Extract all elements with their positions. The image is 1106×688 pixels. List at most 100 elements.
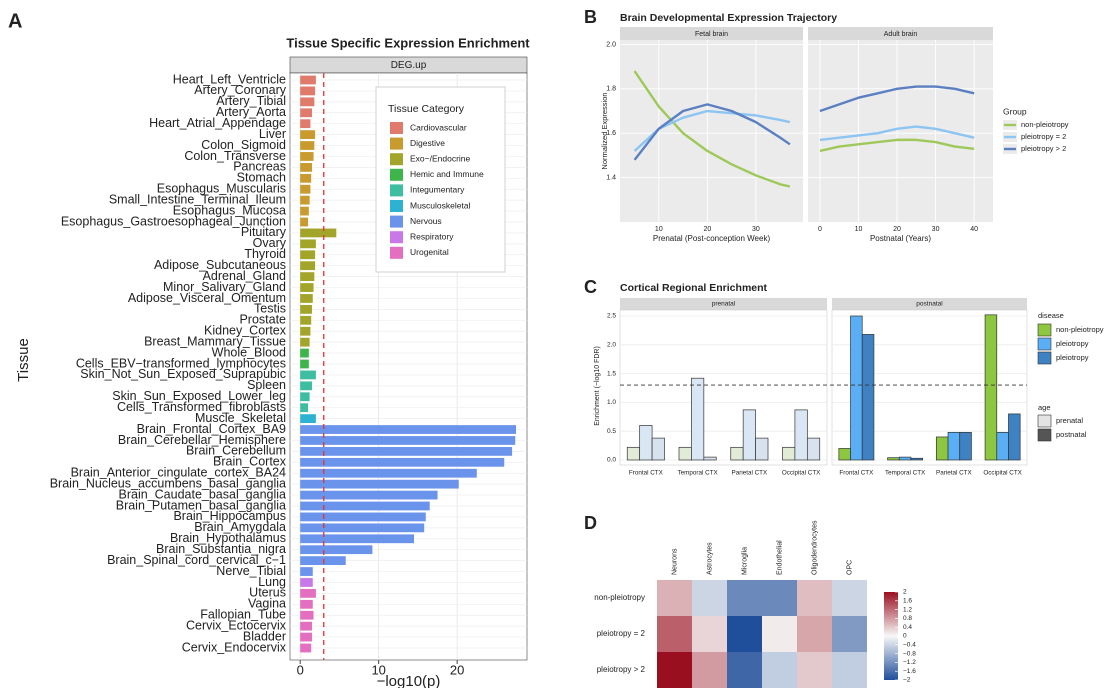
bar: [300, 545, 373, 555]
column-label: OPC: [846, 560, 853, 575]
legend-title: Group: [1003, 106, 1027, 116]
x-tick-label: 20: [450, 662, 464, 677]
bar: [887, 457, 900, 461]
legend-label: postnatal: [1056, 430, 1087, 439]
chart-title: Cortical Regional Enrichment: [620, 282, 768, 294]
y-tick-label: Heart_Left_Ventricle: [173, 72, 286, 86]
y-tick-label: 1.4: [606, 174, 616, 181]
bar: [678, 446, 692, 461]
bar: [300, 523, 425, 533]
y-tick-label: Adipose_Subcutaneous: [154, 258, 286, 272]
legend-swatch: [390, 184, 403, 197]
bar: [300, 315, 312, 325]
bar: [984, 314, 998, 461]
bar: [300, 392, 310, 402]
y-tick-label: Esophagus_Mucosa: [173, 203, 286, 217]
legend-label: Urogenital: [410, 247, 449, 257]
heat-cell: [832, 616, 867, 652]
facet-strip: [620, 298, 827, 310]
y-tick-label: Fallopian_Tube: [200, 608, 286, 622]
y-tick-label: Brain_Amygdala: [194, 520, 286, 534]
y-tick-label: 1.6: [606, 130, 616, 137]
panel-letter: A: [8, 10, 22, 32]
bar: [861, 334, 875, 461]
legend-label: Respiratory: [410, 231, 454, 241]
x-tick-label: 40: [970, 226, 978, 233]
legend-label: prenatal: [1056, 416, 1083, 425]
y-tick-label: 1.5: [607, 370, 616, 377]
bar: [1008, 413, 1021, 461]
plot-panel: [808, 40, 993, 222]
chart-title: Tissue Specific Expression Enrichment: [286, 35, 530, 50]
legend-label: Integumentary: [410, 185, 465, 195]
facet-label: postnatal: [916, 301, 943, 308]
trend-line: [633, 70, 791, 188]
heat-cell: [832, 652, 867, 688]
row-label: pleiotropy > 2: [597, 665, 646, 674]
bar: [300, 599, 313, 609]
y-tick-label: 2.0: [607, 342, 616, 349]
legend-swatch: [1037, 351, 1052, 365]
legend-swatch: [390, 246, 403, 259]
trend-line: [633, 103, 791, 161]
bar: [300, 184, 311, 194]
legend-label: Hemic and Immune: [410, 169, 484, 179]
bar: [755, 437, 769, 461]
bar: [300, 162, 312, 172]
legend-label: Cardiovascular: [410, 122, 467, 132]
bar: [300, 621, 312, 631]
y-tick-label: Colon_Transverse: [184, 149, 286, 163]
row-label: pleiotropy = 2: [597, 629, 646, 638]
bar: [806, 437, 821, 461]
y-tick-label: Cervix_Ectocervix: [186, 618, 287, 632]
y-axis-label: Normalized Expression: [600, 92, 609, 169]
x-tick-label: 10: [655, 226, 663, 233]
trend-line: [819, 85, 975, 113]
x-tick-label: Frontal CTX: [629, 470, 664, 477]
legend-label: pleiotropy > 2: [1021, 144, 1066, 153]
bar: [300, 632, 312, 642]
bar: [782, 446, 796, 461]
trend-line: [819, 125, 975, 142]
bar: [300, 501, 430, 511]
bar: [300, 359, 309, 369]
heat-cell: [727, 580, 762, 616]
y-tick-label: Ovary: [253, 236, 287, 250]
bar: [626, 446, 641, 461]
colorbar-label: 0.8: [903, 615, 912, 622]
legend-swatch: [390, 168, 403, 181]
bar: [300, 446, 513, 456]
y-tick-label: Cells_EBV−transformed_lymphocytes: [76, 356, 286, 370]
y-tick-label: Stomach: [237, 171, 286, 185]
y-tick-label: Breast_Mammary_Tissue: [144, 334, 286, 348]
legend-label: pleiotropy: [1056, 339, 1089, 348]
y-tick-label: Liver: [259, 127, 286, 141]
bar: [300, 457, 505, 467]
y-tick-label: Adrenal_Gland: [203, 269, 286, 283]
bar: [300, 534, 414, 544]
bar: [300, 610, 314, 620]
bar: [300, 130, 316, 140]
bar: [910, 457, 924, 461]
heat-cell: [762, 652, 797, 688]
x-tick-label: 0: [818, 226, 822, 233]
x-tick-label: Occipital CTX: [782, 470, 821, 477]
y-tick-label: 1.8: [606, 86, 616, 93]
colorbar-label: 1.2: [903, 606, 912, 613]
legend-label: pleiotropy: [1056, 353, 1089, 362]
bar: [300, 294, 313, 303]
bar: [898, 456, 912, 461]
heat-cell: [832, 580, 867, 616]
bar: [300, 370, 316, 380]
y-tick-label: Brain_Substantia_nigra: [156, 542, 286, 556]
chart-title: Brain Developmental Expression Trajector…: [620, 12, 837, 24]
legend-swatch: [390, 231, 403, 244]
y-tick-label: Brain_Putamen_basal_ganglia: [116, 498, 286, 512]
bar: [691, 377, 705, 461]
heat-cell: [657, 652, 692, 688]
colorbar-label: 0.4: [903, 624, 912, 631]
legend-label: Nervous: [410, 216, 442, 226]
bar: [838, 448, 851, 461]
x-tick-label: Parietal CTX: [732, 470, 768, 477]
